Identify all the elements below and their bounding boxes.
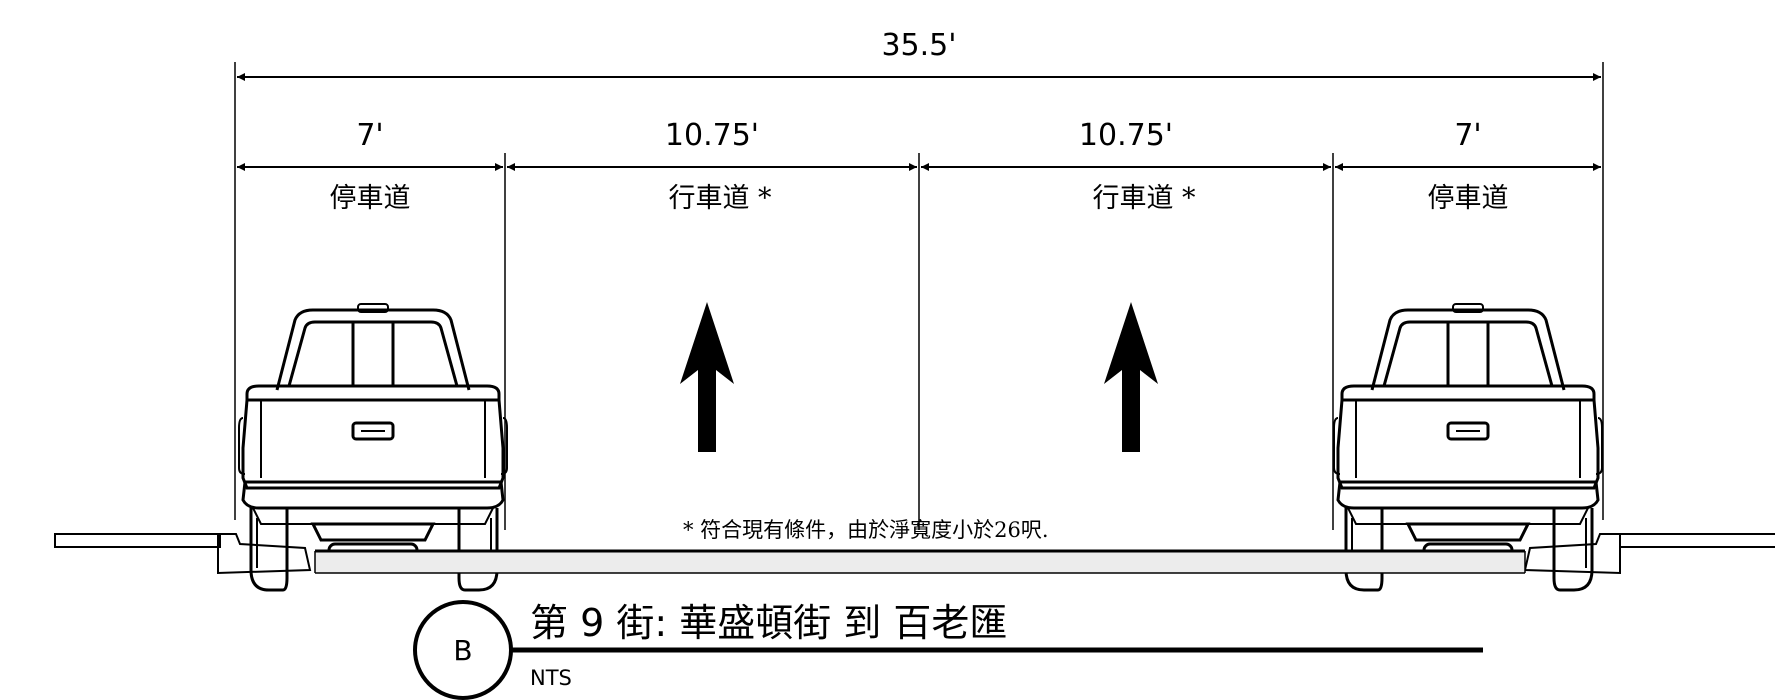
travel-left-width: 10.75' bbox=[665, 118, 759, 153]
lane-labels: 停車道 行車道 * 行車道 * 停車道 bbox=[330, 183, 1509, 214]
overall-dimension-label: 35.5' bbox=[881, 28, 956, 63]
overall-dimension: 35.5' bbox=[234, 28, 1604, 520]
travel-right-label: 行車道 * bbox=[1092, 183, 1196, 214]
ground-profile bbox=[54, 533, 1775, 575]
section-scale: NTS bbox=[530, 666, 572, 690]
parking-left-label: 停車道 bbox=[330, 183, 411, 214]
footnote: * 符合現有條件，由於淨寬度小於26呎. bbox=[683, 518, 1049, 542]
section-title: 第 9 街: 華盛頓街 到 百老匯 bbox=[530, 601, 1007, 645]
lane-dimensions: 7' 10.75' 10.75' 7' bbox=[237, 118, 1601, 530]
parking-right-width: 7' bbox=[1454, 118, 1481, 153]
parked-truck-right bbox=[1332, 302, 1604, 592]
section-letter: B bbox=[453, 634, 472, 667]
section-title-block: B 第 9 街: 華盛頓街 到 百老匯 NTS bbox=[413, 600, 1483, 700]
travel-left-label: 行車道 * bbox=[668, 183, 772, 214]
travel-right-width: 10.75' bbox=[1079, 118, 1173, 153]
travel-direction-arrow-right bbox=[1104, 302, 1158, 452]
parking-right-label: 停車道 bbox=[1428, 183, 1509, 214]
parking-left-width: 7' bbox=[356, 118, 383, 153]
travel-direction-arrow-left bbox=[680, 302, 734, 452]
